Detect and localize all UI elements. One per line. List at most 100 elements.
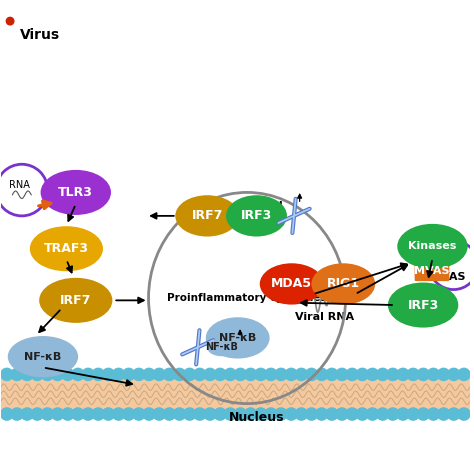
Circle shape <box>316 368 328 381</box>
Circle shape <box>346 368 358 381</box>
Circle shape <box>173 408 186 420</box>
Ellipse shape <box>41 170 111 215</box>
Ellipse shape <box>260 263 324 305</box>
Circle shape <box>194 368 206 381</box>
Ellipse shape <box>8 336 78 377</box>
Circle shape <box>387 368 399 381</box>
Circle shape <box>447 368 460 381</box>
Circle shape <box>376 368 389 381</box>
Circle shape <box>326 408 338 420</box>
Circle shape <box>112 368 125 381</box>
Ellipse shape <box>206 317 270 358</box>
Circle shape <box>447 408 460 420</box>
Circle shape <box>234 408 246 420</box>
Circle shape <box>255 368 267 381</box>
Circle shape <box>336 408 348 420</box>
Text: TLR3: TLR3 <box>58 186 93 199</box>
Circle shape <box>397 368 409 381</box>
FancyBboxPatch shape <box>415 261 449 281</box>
Circle shape <box>123 408 135 420</box>
Text: MVAS: MVAS <box>414 266 450 276</box>
Circle shape <box>316 408 328 420</box>
Circle shape <box>346 408 358 420</box>
Text: Proinflammatory cytokines: Proinflammatory cytokines <box>167 293 327 303</box>
Circle shape <box>407 408 419 420</box>
Circle shape <box>163 408 175 420</box>
Circle shape <box>245 368 257 381</box>
Circle shape <box>72 408 84 420</box>
Circle shape <box>438 408 450 420</box>
Circle shape <box>72 368 84 381</box>
Circle shape <box>305 368 318 381</box>
Ellipse shape <box>226 195 287 237</box>
Text: IRF3: IRF3 <box>241 210 272 222</box>
Text: NF-κB: NF-κB <box>205 342 238 352</box>
Circle shape <box>234 368 246 381</box>
Ellipse shape <box>175 195 239 237</box>
Circle shape <box>356 368 368 381</box>
Circle shape <box>305 408 318 420</box>
Circle shape <box>112 408 125 420</box>
Circle shape <box>52 408 64 420</box>
Text: IRF7: IRF7 <box>191 210 223 222</box>
Circle shape <box>397 408 409 420</box>
Circle shape <box>214 408 226 420</box>
Circle shape <box>82 408 94 420</box>
Circle shape <box>356 408 368 420</box>
Text: MDA5: MDA5 <box>271 277 312 291</box>
Circle shape <box>21 408 33 420</box>
Circle shape <box>387 408 399 420</box>
Circle shape <box>285 368 297 381</box>
Circle shape <box>326 368 338 381</box>
Text: RIG1: RIG1 <box>327 277 360 291</box>
Circle shape <box>204 408 216 420</box>
Circle shape <box>224 408 237 420</box>
Circle shape <box>438 368 450 381</box>
Circle shape <box>376 408 389 420</box>
Circle shape <box>458 368 470 381</box>
Text: RNA: RNA <box>9 181 30 191</box>
Circle shape <box>31 408 44 420</box>
Text: TRAF3: TRAF3 <box>44 242 89 255</box>
Text: Viral RNA: Viral RNA <box>295 312 354 322</box>
Circle shape <box>417 368 429 381</box>
Text: IRF3: IRF3 <box>408 299 439 311</box>
Circle shape <box>11 368 23 381</box>
Text: INFI: INFI <box>258 201 283 211</box>
Circle shape <box>458 408 470 420</box>
Circle shape <box>102 408 115 420</box>
Ellipse shape <box>30 226 103 271</box>
Text: NF-κB: NF-κB <box>219 333 256 343</box>
Ellipse shape <box>39 278 112 323</box>
Ellipse shape <box>397 224 468 269</box>
Circle shape <box>275 408 287 420</box>
Circle shape <box>41 408 54 420</box>
Circle shape <box>123 368 135 381</box>
Circle shape <box>102 368 115 381</box>
Text: Kinases: Kinases <box>408 241 456 251</box>
Text: Virus: Virus <box>19 28 60 42</box>
Circle shape <box>428 368 439 381</box>
Circle shape <box>0 408 13 420</box>
Circle shape <box>153 408 165 420</box>
Circle shape <box>173 368 186 381</box>
Ellipse shape <box>388 283 458 328</box>
Circle shape <box>255 408 267 420</box>
Text: IRF7: IRF7 <box>60 294 91 307</box>
Circle shape <box>82 368 94 381</box>
Circle shape <box>143 368 155 381</box>
Circle shape <box>52 368 64 381</box>
Circle shape <box>41 368 54 381</box>
Ellipse shape <box>207 338 236 356</box>
Circle shape <box>183 408 196 420</box>
Circle shape <box>366 368 379 381</box>
Circle shape <box>31 368 44 381</box>
Circle shape <box>6 18 14 25</box>
Circle shape <box>153 368 165 381</box>
Circle shape <box>285 408 297 420</box>
Circle shape <box>194 408 206 420</box>
Text: NF-κB: NF-κB <box>24 352 62 362</box>
Circle shape <box>163 368 175 381</box>
Circle shape <box>204 368 216 381</box>
Bar <box>0 374 470 415</box>
